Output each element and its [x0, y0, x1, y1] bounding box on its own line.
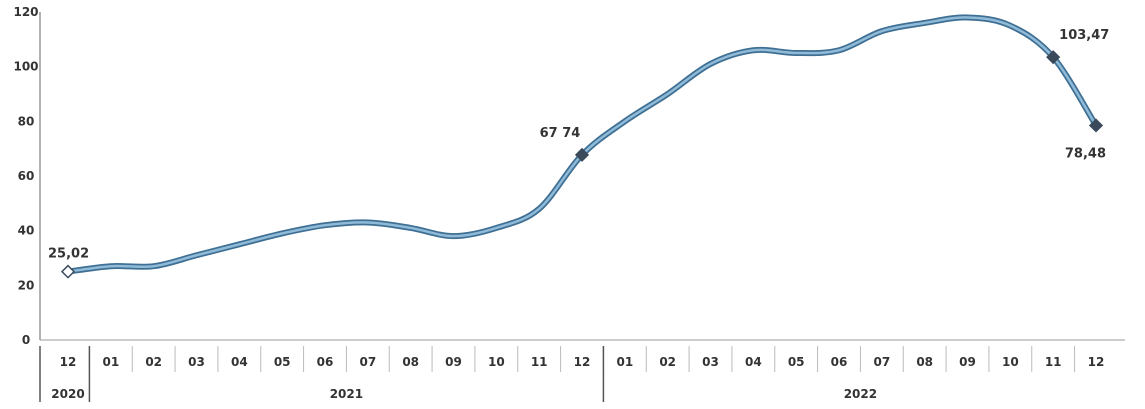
x-tick-label: 03	[702, 355, 719, 369]
x-tick-label: 04	[745, 355, 762, 369]
x-tick-label: 11	[1045, 355, 1062, 369]
x-tick-label: 07	[359, 355, 376, 369]
x-tick-label: 01	[102, 355, 119, 369]
x-tick-label: 02	[145, 355, 162, 369]
x-tick-label: 12	[60, 355, 77, 369]
x-tick-label: 12	[1088, 355, 1105, 369]
data-point-marker	[1088, 118, 1104, 133]
data-label-group: 25,02 67 74 103,47 78,48	[48, 28, 1109, 261]
data-point-marker	[574, 147, 590, 162]
x-tick-label: 07	[873, 355, 890, 369]
data-label: 67 74	[540, 126, 581, 141]
y-tick-label-20: 20	[18, 278, 35, 292]
x-tick-label: 06	[831, 355, 848, 369]
y-tick-label-0: 0	[22, 333, 30, 347]
x-tick-label: 10	[488, 355, 505, 369]
x-separators	[39, 346, 1076, 402]
data-point-marker	[1046, 50, 1061, 65]
y-tick-label-120: 120	[13, 5, 38, 19]
x-tick-label: 03	[188, 355, 205, 369]
x-tick-label: 06	[317, 355, 334, 369]
x-tick-label: 09	[959, 355, 976, 369]
data-label: 103,47	[1059, 28, 1109, 43]
year-labels: 2020 2021 2022	[51, 387, 877, 401]
year-label: 2020	[51, 387, 84, 401]
x-tick-label: 10	[1002, 355, 1019, 369]
year-label: 2021	[330, 387, 363, 401]
x-tick-label: 08	[916, 355, 933, 369]
x-tick-label: 05	[274, 355, 291, 369]
series-line-outline	[65, 14, 1099, 275]
y-tick-labels: 0 20 40 60 80 100 120	[13, 5, 38, 347]
x-tick-labels: 12 01 02 03 04 05 06 07 08 09 10 11 12 01 02 03 04 05 06 07…	[60, 355, 1105, 369]
series-line	[66, 16, 1098, 273]
x-tick-label: 12	[574, 355, 591, 369]
y-tick-label-60: 60	[18, 169, 35, 183]
y-tick-label-80: 80	[18, 114, 35, 128]
data-point-marker	[60, 264, 76, 279]
marker-group	[60, 50, 1104, 279]
data-label: 78,48	[1065, 146, 1106, 161]
year-label: 2022	[844, 387, 877, 401]
data-label: 25,02	[48, 247, 89, 262]
y-tick-label-40: 40	[18, 224, 35, 238]
x-tick-label: 08	[402, 355, 419, 369]
series-group	[65, 14, 1099, 275]
y-tick-label-100: 100	[13, 60, 38, 74]
x-tick-label: 01	[616, 355, 633, 369]
x-tick-label: 04	[231, 355, 248, 369]
x-tick-label: 02	[659, 355, 676, 369]
x-tick-label: 11	[531, 355, 548, 369]
x-tick-label: 05	[788, 355, 805, 369]
x-tick-label: 09	[445, 355, 462, 369]
